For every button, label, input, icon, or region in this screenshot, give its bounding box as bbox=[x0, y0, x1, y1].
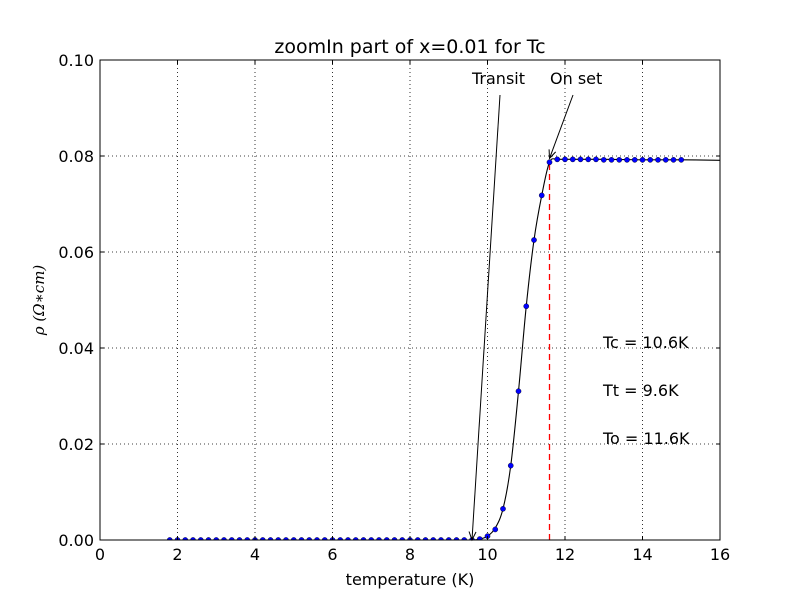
data-point bbox=[321, 537, 328, 540]
data-point bbox=[190, 537, 196, 540]
axis-ticks: 0 2 4 6 8 10 12 14 16 0.00 0.02 0.04 0.06 0.08 0.10 bbox=[58, 51, 730, 564]
note-tt: Tt = 9.6K bbox=[602, 381, 679, 400]
data-point bbox=[267, 537, 274, 540]
data-point bbox=[205, 537, 212, 540]
x-tick-label: 8 bbox=[405, 545, 415, 564]
chart-title: zoomIn part of x=0.01 for Tc bbox=[274, 36, 545, 58]
onset-arrow-head bbox=[548, 149, 557, 160]
note-tc: Tc = 10.6K bbox=[602, 333, 689, 352]
annotation-transit: Transit bbox=[471, 69, 525, 88]
y-tick-label: 0.02 bbox=[58, 435, 94, 454]
x-tick-label: 2 bbox=[172, 545, 182, 564]
onset-arrow bbox=[549, 94, 574, 159]
data-point bbox=[554, 156, 561, 163]
data-point bbox=[422, 537, 429, 540]
data-point bbox=[337, 537, 344, 540]
note-to: To = 11.6K bbox=[602, 429, 690, 448]
x-tick-label: 6 bbox=[327, 545, 337, 564]
data-point bbox=[197, 537, 204, 540]
data-point bbox=[562, 156, 568, 163]
x-tick-label: 0 bbox=[95, 545, 105, 564]
y-axis-label: ρ (Ω∗cm) bbox=[30, 265, 48, 337]
transit-arrow-head bbox=[468, 531, 477, 542]
annotation-onset: On set bbox=[550, 69, 602, 88]
data-point bbox=[639, 157, 646, 163]
data-point bbox=[670, 157, 677, 163]
x-axis-label: temperature (K) bbox=[346, 570, 475, 589]
data-point bbox=[476, 536, 483, 540]
data-point bbox=[314, 537, 320, 540]
data-point bbox=[600, 157, 607, 163]
data-point bbox=[352, 537, 359, 540]
data-point bbox=[500, 505, 506, 512]
data-point bbox=[453, 537, 460, 540]
data-point bbox=[515, 388, 522, 395]
data-point bbox=[593, 156, 599, 163]
transit-arrow bbox=[471, 94, 501, 541]
data-point bbox=[678, 157, 685, 163]
x-tick-label: 10 bbox=[477, 545, 497, 564]
data-point bbox=[383, 537, 390, 540]
data-point bbox=[391, 537, 398, 540]
y-tick-label: 0.00 bbox=[58, 531, 94, 550]
data-point bbox=[647, 157, 654, 163]
data-point bbox=[616, 157, 623, 163]
data-point bbox=[655, 157, 661, 163]
x-tick-label: 16 bbox=[710, 545, 730, 564]
data-point bbox=[577, 156, 584, 163]
y-tick-label: 0.08 bbox=[58, 147, 94, 166]
data-point bbox=[608, 157, 615, 163]
data-point bbox=[298, 537, 305, 540]
data-point bbox=[414, 537, 421, 540]
data-point bbox=[399, 537, 406, 540]
data-point bbox=[492, 526, 499, 533]
data-point bbox=[445, 537, 452, 540]
data-point bbox=[290, 537, 297, 540]
data-point bbox=[368, 537, 375, 540]
data-layer bbox=[166, 156, 720, 540]
grid-lines bbox=[100, 60, 720, 540]
data-point bbox=[275, 537, 282, 540]
data-point bbox=[585, 156, 592, 163]
data-point bbox=[376, 537, 382, 540]
data-point bbox=[438, 537, 444, 540]
data-point bbox=[430, 537, 437, 540]
data-point bbox=[228, 537, 235, 540]
data-point bbox=[531, 237, 537, 243]
data-point bbox=[306, 537, 313, 540]
data-point bbox=[213, 537, 220, 540]
data-point bbox=[507, 462, 514, 469]
x-tick-label: 14 bbox=[632, 545, 652, 564]
data-point bbox=[166, 537, 173, 540]
x-tick-label: 4 bbox=[250, 545, 260, 564]
data-point bbox=[283, 537, 289, 540]
data-point bbox=[244, 537, 251, 540]
x-tick-label: 12 bbox=[555, 545, 575, 564]
data-point bbox=[538, 192, 545, 199]
annotations: Transit On set Tc = 10.6K Tt = 9.6K To =… bbox=[468, 69, 690, 542]
data-point bbox=[624, 157, 630, 163]
data-point bbox=[259, 537, 266, 540]
data-point bbox=[546, 159, 553, 166]
data-point bbox=[662, 157, 669, 163]
data-point bbox=[182, 537, 189, 540]
y-tick-label: 0.10 bbox=[58, 51, 94, 70]
data-point bbox=[461, 537, 468, 540]
data-point bbox=[345, 537, 351, 540]
data-point bbox=[631, 157, 638, 163]
data-point bbox=[236, 537, 243, 540]
y-tick-label: 0.04 bbox=[58, 339, 94, 358]
y-tick-label: 0.06 bbox=[58, 243, 94, 262]
data-point bbox=[221, 537, 227, 540]
data-point bbox=[569, 156, 576, 163]
data-point bbox=[523, 303, 530, 310]
data-point bbox=[360, 537, 367, 540]
